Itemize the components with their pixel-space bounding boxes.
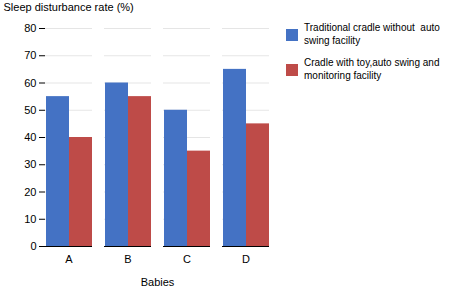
svg-text:0: 0 <box>30 240 36 252</box>
svg-text:Babies: Babies <box>141 276 175 288</box>
svg-text:A: A <box>65 253 73 265</box>
svg-text:30: 30 <box>24 158 36 170</box>
svg-text:50: 50 <box>24 104 36 116</box>
svg-text:C: C <box>183 253 191 265</box>
html-text:Cradle with toy,auto swing and: Cradle with toy,auto swing and monitorin… <box>304 57 440 81</box>
svg-text:B: B <box>124 253 131 265</box>
svg-text:60: 60 <box>24 77 36 89</box>
svg-text:D: D <box>242 253 250 265</box>
svg-text:80: 80 <box>24 22 36 34</box>
svg-text:70: 70 <box>24 49 36 61</box>
svg-text:10: 10 <box>24 213 36 225</box>
svg-text:20: 20 <box>24 186 36 198</box>
svg-text:40: 40 <box>24 131 36 143</box>
html-text:Traditional cradle without aut: Traditional cradle without auto swing fa… <box>304 22 440 46</box>
svg-text:Sleep disturbance rate (%): Sleep disturbance rate (%) <box>4 1 134 13</box>
